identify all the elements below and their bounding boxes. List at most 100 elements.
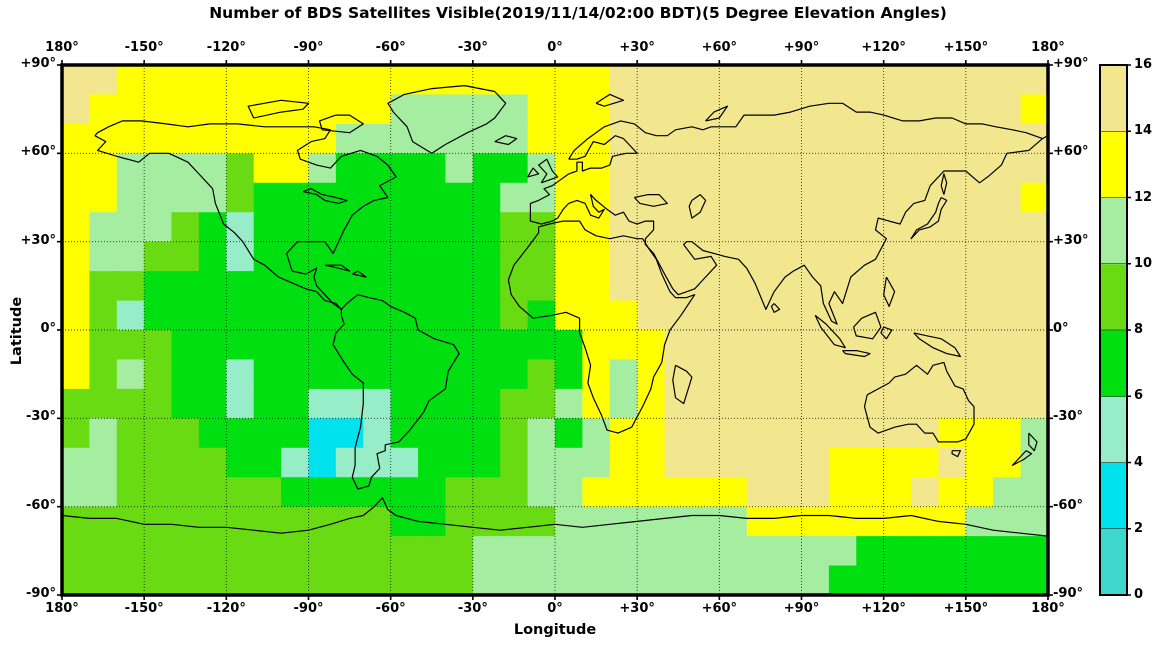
heatmap-cell	[171, 153, 200, 184]
y-axis-tick-label-left: -60°	[26, 497, 56, 513]
heatmap-cell	[116, 241, 145, 272]
heatmap-cell	[664, 123, 693, 155]
heatmap-cell	[363, 153, 392, 184]
heatmap-cell	[472, 330, 501, 361]
heatmap-cell	[664, 94, 693, 125]
x-axis-tick-label-top: 0°	[547, 40, 563, 55]
heatmap-cell	[472, 65, 501, 96]
heatmap-cell	[828, 418, 857, 449]
heatmap-cell	[116, 447, 145, 478]
heatmap-cell	[500, 330, 529, 361]
heatmap-cell	[1020, 565, 1049, 596]
heatmap-cell	[719, 388, 748, 420]
heatmap-cell	[62, 359, 91, 390]
heatmap-cell	[363, 123, 392, 155]
heatmap-cell	[856, 212, 885, 243]
heatmap-cell	[335, 123, 364, 155]
heatmap-cell	[363, 418, 392, 449]
heatmap-cell	[281, 359, 310, 390]
colorbar-tick-label: 14	[1134, 123, 1153, 139]
heatmap-cell	[281, 212, 310, 243]
heatmap-cell	[281, 123, 310, 155]
heatmap-cell	[911, 388, 940, 420]
heatmap-cell	[390, 153, 419, 184]
x-axis-tick-label-bottom: +90°	[783, 601, 820, 616]
heatmap-cell	[965, 536, 994, 567]
heatmap-cell	[664, 536, 693, 567]
heatmap-cell	[472, 241, 501, 272]
heatmap-cell	[281, 271, 310, 302]
heatmap-cell	[609, 182, 638, 213]
heatmap-cell	[637, 536, 666, 567]
heatmap-cell	[1020, 388, 1049, 420]
heatmap-cell	[445, 565, 474, 596]
heatmap-cell	[801, 447, 830, 478]
heatmap-cell	[801, 418, 830, 449]
heatmap-cell	[555, 182, 584, 213]
heatmap-cell	[883, 506, 912, 537]
heatmap-cell	[746, 418, 775, 449]
heatmap-cell	[363, 94, 392, 125]
heatmap-cell	[719, 241, 748, 272]
heatmap-cell	[911, 271, 940, 302]
heatmap-cell	[500, 241, 529, 272]
heatmap-cell	[965, 241, 994, 272]
heatmap-cell	[883, 94, 912, 125]
heatmap-cell	[226, 359, 255, 390]
x-axis-tick-label-top: -90°	[293, 40, 324, 55]
heatmap-cell	[472, 506, 501, 537]
heatmap-cell	[911, 153, 940, 184]
heatmap-cell	[445, 506, 474, 537]
heatmap-cell	[965, 447, 994, 478]
heatmap-cell	[883, 241, 912, 272]
heatmap-cell	[801, 330, 830, 361]
heatmap-cell	[335, 94, 364, 125]
heatmap-cell	[281, 388, 310, 420]
heatmap-cell	[691, 565, 721, 596]
heatmap-cell	[555, 212, 584, 243]
heatmap-cell	[609, 359, 638, 390]
heatmap-cell	[281, 300, 310, 331]
heatmap-cell	[993, 388, 1022, 420]
x-axis-tick-label-top: 180°	[45, 40, 79, 55]
heatmap-cell	[62, 94, 91, 125]
heatmap-cell	[555, 300, 584, 331]
heatmap-cell	[198, 271, 228, 302]
heatmap-cell	[691, 94, 721, 125]
x-axis-tick-label-top: -60°	[375, 40, 406, 55]
heatmap-cell	[500, 388, 529, 420]
heatmap-cell	[582, 418, 611, 449]
heatmap-cell	[253, 123, 282, 155]
y-axis-tick-label-left: -90°	[26, 586, 56, 601]
heatmap-cell	[144, 536, 173, 567]
heatmap-cell	[527, 271, 556, 302]
heatmap-cell	[171, 330, 200, 361]
heatmap-cell	[527, 65, 556, 96]
heatmap-cell	[253, 447, 282, 478]
heatmap-cell	[1020, 94, 1049, 125]
heatmap-cell	[116, 477, 145, 508]
heatmap-cell	[226, 153, 255, 184]
heatmap-cell	[938, 300, 967, 331]
heatmap-cell	[938, 359, 967, 390]
heatmap-cell	[226, 123, 255, 155]
heatmap-cell	[89, 65, 118, 96]
heatmap-cell	[281, 182, 310, 213]
heatmap-cell	[965, 212, 994, 243]
heatmap-cell	[801, 182, 830, 213]
colorbar-segment	[1100, 263, 1127, 331]
heatmap-cell	[445, 300, 474, 331]
heatmap-cell	[390, 271, 419, 302]
heatmap-cell	[308, 300, 337, 331]
x-axis-tick-label-top: 180°	[1031, 40, 1065, 55]
heatmap-cell	[281, 241, 310, 272]
heatmap-cell	[828, 506, 857, 537]
heatmap-cell	[856, 330, 885, 361]
heatmap-cell	[281, 447, 310, 478]
heatmap-cell	[89, 536, 118, 567]
heatmap-cell	[883, 418, 912, 449]
colorbar-tick-label: 0	[1134, 587, 1144, 602]
heatmap-cell	[253, 565, 282, 596]
heatmap-cell	[308, 477, 337, 508]
heatmap-cell	[445, 330, 474, 361]
